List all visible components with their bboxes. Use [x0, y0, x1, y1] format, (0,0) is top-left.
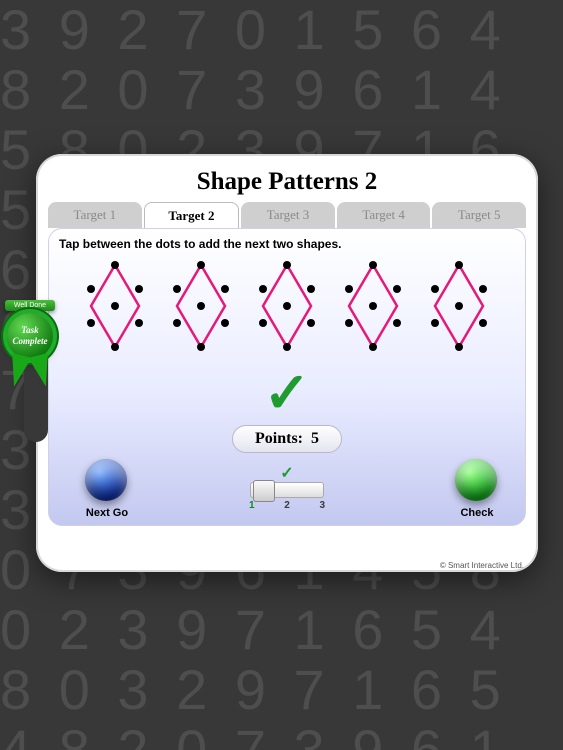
- instruction-text: Tap between the dots to add the next two…: [59, 237, 515, 251]
- copyright-text: © Smart Interactive Ltd.: [440, 561, 524, 570]
- rosette-disc: Task Complete: [7, 313, 53, 359]
- next-go-label: Next Go: [67, 507, 147, 519]
- activity-card: Shape Patterns 2 Target 1 Target 2 Targe…: [36, 154, 538, 572]
- stepper-num-2: 2: [284, 500, 290, 511]
- pattern-canvas[interactable]: [59, 251, 515, 361]
- next-go-button[interactable]: [85, 459, 127, 501]
- rosette-ribbons: [0, 359, 62, 387]
- stepper-num-3: 3: [319, 500, 325, 511]
- check-button[interactable]: [455, 459, 497, 501]
- task-complete-rosette: Well Done Task Complete: [0, 300, 62, 387]
- rosette-line1: Task: [7, 325, 53, 336]
- attempt-stepper: ✓ 1 2 3: [249, 468, 325, 511]
- activity-panel: Tap between the dots to add the next two…: [48, 228, 526, 526]
- points-pill: Points: 5: [232, 425, 342, 453]
- points-label: Points:: [255, 430, 303, 447]
- rosette-line2: Complete: [7, 336, 53, 347]
- tab-target-5[interactable]: Target 5: [432, 202, 526, 228]
- check-label: Check: [437, 507, 517, 519]
- rosette-banner: Well Done: [5, 300, 55, 311]
- tab-target-4[interactable]: Target 4: [337, 202, 431, 228]
- card-title: Shape Patterns 2: [36, 168, 538, 196]
- points-value: 5: [311, 430, 319, 447]
- stepper-check-icon: ✓: [249, 468, 325, 480]
- tab-target-2[interactable]: Target 2: [144, 202, 240, 228]
- tab-target-3[interactable]: Target 3: [241, 202, 335, 228]
- result-checkmark-icon: ✓: [264, 361, 311, 426]
- stepper-track[interactable]: [250, 482, 324, 498]
- target-tabs: Target 1 Target 2 Target 3 Target 4 Targ…: [36, 202, 538, 228]
- stepper-knob[interactable]: [253, 480, 275, 502]
- tab-target-1[interactable]: Target 1: [48, 202, 142, 228]
